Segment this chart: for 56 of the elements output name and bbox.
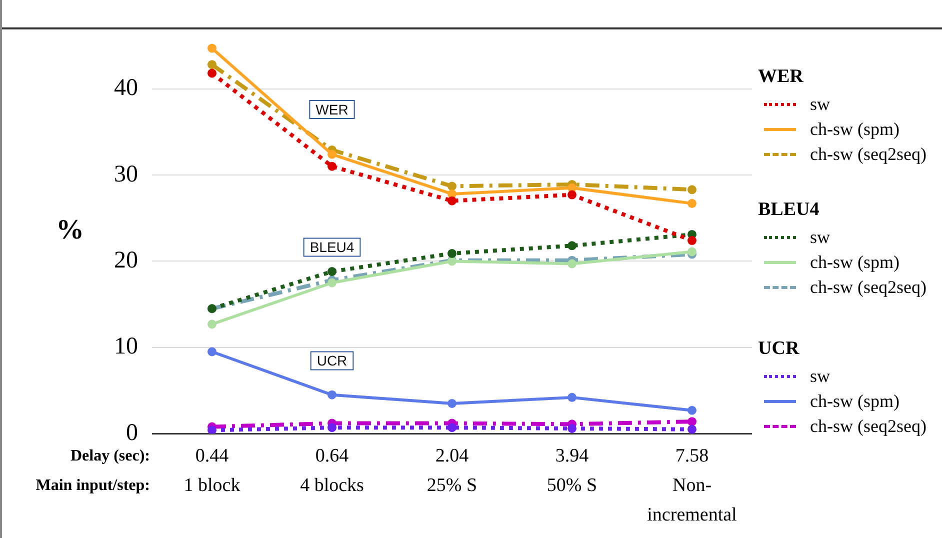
legend-label: sw (810, 94, 830, 115)
text: UCR (758, 338, 800, 359)
y-tick-label: 0 (126, 420, 138, 446)
point (328, 278, 336, 288)
point (448, 398, 456, 408)
point (568, 259, 576, 268)
point (328, 267, 336, 276)
legend-label: ch-sw (spm) (810, 252, 900, 273)
point (328, 150, 336, 159)
legend-label: sw (810, 227, 830, 248)
point (208, 60, 216, 70)
point (688, 417, 696, 426)
legend-label: ch-sw (seq2seq) (810, 144, 926, 165)
point (448, 196, 456, 206)
annotation: BLEU4 (310, 239, 354, 256)
point (688, 424, 696, 434)
x-tick-label: 7.58 Non- incremental (647, 445, 737, 526)
x-axis-title: Delay (sec): Main input/step: (36, 448, 150, 494)
point (688, 198, 696, 208)
text: BLEU4 (758, 199, 820, 220)
legend-label: ch-sw (seq2seq) (810, 416, 926, 437)
point (208, 347, 216, 356)
x-tick-label: 0.44 1 block (184, 445, 241, 496)
legend-label: ch-sw (spm) (810, 391, 900, 412)
legend-label: sw (810, 366, 830, 387)
point (688, 406, 696, 415)
annotation: WER (316, 101, 348, 118)
x-tick-label: 3.94 50% S (546, 445, 598, 496)
point (208, 426, 216, 434)
point (688, 236, 696, 246)
text: WER (758, 66, 804, 87)
legend-label: ch-sw (spm) (810, 119, 900, 140)
annotation: UCR (316, 352, 348, 369)
point (568, 392, 576, 402)
point (688, 185, 696, 194)
y-tick-label: 30 (114, 161, 138, 188)
point (448, 248, 456, 258)
point (328, 390, 336, 400)
x-tick-label: 0.64 4 blocks (300, 445, 364, 496)
y-tick-label: 40 (114, 75, 138, 102)
legend-label: ch-sw (seq2seq) (810, 277, 926, 298)
point (328, 423, 336, 432)
point (208, 68, 216, 78)
point (328, 162, 336, 171)
y-tick-label: 10 (114, 334, 138, 360)
point (568, 190, 576, 200)
x-tick-label: 2.04 25% S (426, 445, 478, 496)
point (208, 320, 216, 329)
point (448, 423, 456, 432)
point (448, 182, 456, 191)
point (568, 424, 576, 433)
y-axis-title: % (56, 214, 84, 246)
point (208, 44, 216, 53)
point (568, 241, 576, 250)
y-tick-label: 20 (114, 248, 138, 274)
point (688, 247, 696, 256)
